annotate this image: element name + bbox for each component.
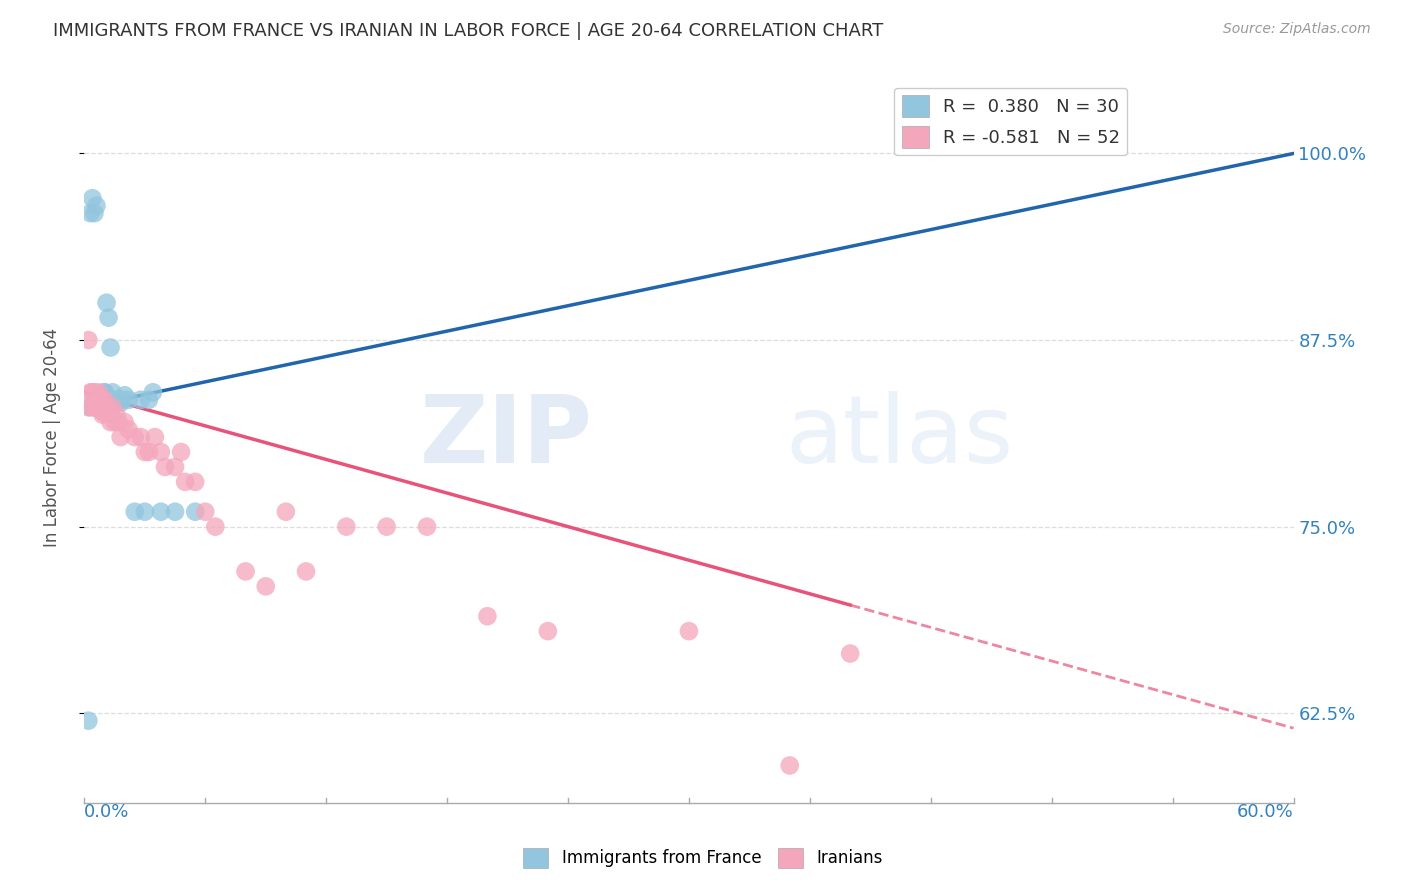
Point	[93, 406, 115, 420]
Point	[114, 415, 136, 429]
Point	[184, 475, 207, 489]
Point	[104, 392, 127, 407]
Point	[82, 385, 104, 400]
Point	[194, 505, 217, 519]
Point	[87, 401, 110, 415]
Point	[184, 505, 207, 519]
Point	[93, 385, 115, 400]
Point	[274, 505, 297, 519]
Point	[105, 396, 128, 410]
Point	[101, 401, 124, 415]
Point	[110, 430, 132, 444]
Point	[82, 191, 104, 205]
Point	[129, 430, 152, 444]
Point	[174, 475, 197, 489]
Point	[335, 519, 357, 533]
Point	[89, 403, 111, 417]
Point	[295, 565, 318, 579]
Point	[86, 392, 108, 407]
Point	[77, 333, 100, 347]
Point	[104, 415, 127, 429]
Point	[142, 385, 165, 400]
Point	[93, 385, 115, 400]
Point	[79, 206, 101, 220]
Point	[101, 385, 124, 400]
Point	[134, 445, 156, 459]
Point	[170, 445, 193, 459]
Point	[124, 505, 146, 519]
Point	[105, 408, 128, 422]
Point	[204, 519, 226, 533]
Point	[134, 505, 156, 519]
Point	[416, 519, 439, 533]
Point	[129, 392, 152, 407]
Point	[107, 415, 129, 429]
Point	[235, 565, 257, 579]
Point	[87, 385, 110, 400]
Point	[165, 505, 187, 519]
Text: Source: ZipAtlas.com: Source: ZipAtlas.com	[1223, 22, 1371, 37]
Point	[97, 310, 120, 325]
Y-axis label: In Labor Force | Age 20-64: In Labor Force | Age 20-64	[42, 327, 60, 547]
Point	[143, 430, 166, 444]
Point	[86, 401, 108, 415]
Point	[97, 403, 120, 417]
Point	[96, 401, 118, 415]
Point	[100, 415, 122, 429]
Point	[100, 341, 122, 355]
Point	[89, 392, 111, 407]
Point	[254, 579, 277, 593]
Point	[83, 401, 105, 415]
Point	[87, 401, 110, 415]
Point	[79, 385, 101, 400]
Text: IMMIGRANTS FROM FRANCE VS IRANIAN IN LABOR FORCE | AGE 20-64 CORRELATION CHART: IMMIGRANTS FROM FRANCE VS IRANIAN IN LAB…	[53, 22, 884, 40]
Point	[111, 392, 134, 407]
Point	[83, 385, 105, 400]
Point	[153, 459, 176, 474]
Point	[678, 624, 700, 639]
Point	[93, 392, 115, 407]
Legend: Immigrants from France, Iranians: Immigrants from France, Iranians	[516, 841, 890, 875]
Point	[165, 459, 187, 474]
Point	[107, 392, 129, 407]
Point	[96, 295, 118, 310]
Point	[91, 408, 114, 422]
Point	[118, 423, 141, 437]
Point	[79, 401, 101, 415]
Point	[114, 388, 136, 402]
Text: atlas: atlas	[786, 391, 1014, 483]
Text: ZIP: ZIP	[419, 391, 592, 483]
Point	[149, 445, 172, 459]
Point	[118, 392, 141, 407]
Point	[110, 396, 132, 410]
Point	[537, 624, 560, 639]
Point	[839, 647, 862, 661]
Point	[91, 392, 114, 407]
Point	[138, 392, 160, 407]
Point	[138, 445, 160, 459]
Point	[86, 199, 108, 213]
Point	[82, 401, 104, 415]
Legend: R =  0.380   N = 30, R = -0.581   N = 52: R = 0.380 N = 30, R = -0.581 N = 52	[894, 87, 1128, 155]
Point	[77, 714, 100, 728]
Point	[477, 609, 499, 624]
Text: 60.0%: 60.0%	[1237, 803, 1294, 821]
Point	[779, 758, 801, 772]
Point	[89, 392, 111, 407]
Point	[91, 392, 114, 407]
Point	[77, 401, 100, 415]
Point	[124, 430, 146, 444]
Text: 0.0%: 0.0%	[84, 803, 129, 821]
Point	[149, 505, 172, 519]
Point	[375, 519, 398, 533]
Point	[83, 206, 105, 220]
